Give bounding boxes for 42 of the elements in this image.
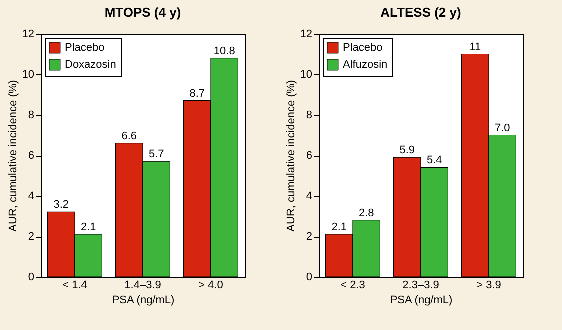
x-tick-label: 2.3–3.9 (402, 280, 440, 292)
data-label: 2.8 (358, 207, 374, 220)
x-tick-label: < 2.3 (340, 280, 366, 292)
legend-label: Alfuzosin (343, 59, 388, 71)
data-label: 11 (470, 41, 482, 54)
x-axis-title: PSA (ng/mL) (390, 294, 453, 306)
data-label: 2.1 (80, 221, 96, 234)
y-tick-label: 10 (22, 69, 34, 81)
data-label: 7.0 (494, 122, 510, 134)
data-label: 5.7 (148, 148, 164, 161)
y-tick-label: 4 (28, 190, 34, 202)
y-axis-title: AUR, cumulative incidence (%) (7, 80, 20, 232)
y-tick-label: 8 (28, 110, 34, 122)
x-tick-label: 1.4–3.9 (124, 280, 162, 292)
x-tick-label: > 4.0 (198, 280, 224, 292)
data-label: 8.7 (190, 88, 206, 100)
y-tick-label: 0 (306, 272, 312, 284)
y-tick-label: 12 (22, 28, 34, 40)
y-axis-title: AUR, cumulative incidence (%) (285, 80, 298, 232)
y-tick-label: 10 (300, 69, 312, 81)
data-label: 6.6 (122, 130, 138, 142)
y-tick-label: 2 (306, 231, 312, 243)
data-label: 5.4 (426, 154, 442, 167)
data-label: 10.8 (214, 45, 236, 58)
x-tick-label: < 1.4 (62, 280, 88, 292)
y-tick-label: 0 (28, 272, 34, 284)
legend-label: Placebo (65, 42, 105, 54)
y-tick-label: 2 (28, 231, 34, 243)
chart-title: ALTESS (2 y) (380, 5, 462, 20)
legend-label: Placebo (343, 42, 383, 54)
x-axis-title: PSA (ng/mL) (112, 294, 175, 306)
data-label: 3.2 (54, 199, 70, 212)
legend-label: Doxazosin (65, 59, 116, 71)
chart-title: MTOPS (4 y) (104, 5, 182, 20)
y-tick-label: 6 (306, 150, 312, 162)
x-tick-label: > 3.9 (476, 280, 502, 292)
data-label: 5.9 (400, 144, 416, 157)
data-label: 2.1 (332, 221, 348, 234)
y-tick-label: 6 (28, 150, 34, 162)
y-tick-label: 12 (300, 28, 312, 40)
y-tick-label: 4 (306, 190, 312, 202)
y-tick-label: 8 (306, 110, 312, 122)
